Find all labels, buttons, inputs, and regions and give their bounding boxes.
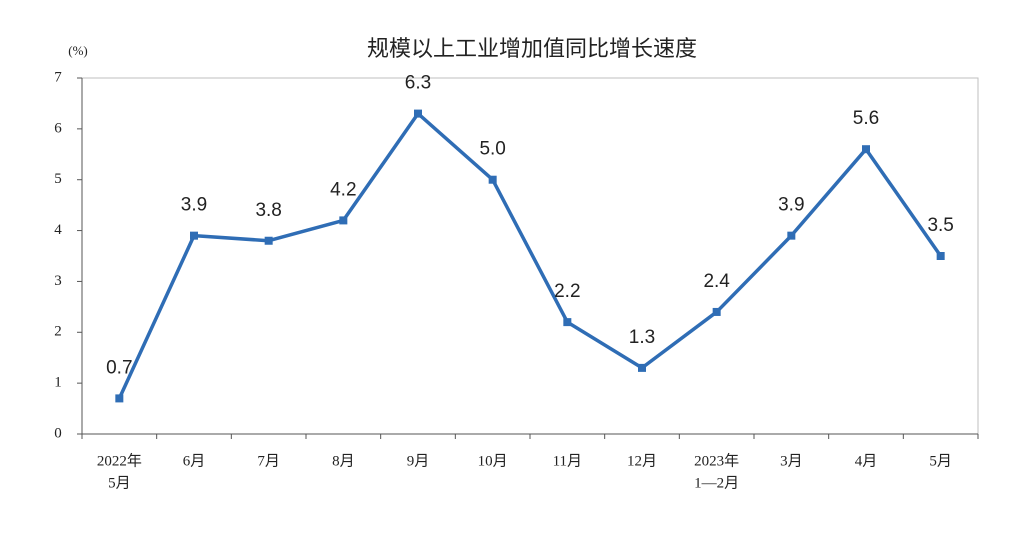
marker	[638, 363, 646, 372]
x-tick-label: 2023年	[694, 452, 739, 469]
value-label: 3.5	[927, 215, 953, 236]
y-tick-label: 7	[54, 69, 62, 85]
marker	[488, 175, 497, 184]
x-tick-label: 1—2月	[694, 475, 739, 491]
marker	[190, 231, 198, 240]
value-label: 2.4	[703, 271, 730, 292]
marker	[264, 236, 273, 245]
y-tick-label: 3	[54, 273, 62, 289]
marker	[339, 216, 348, 225]
y-tick-label: 4	[54, 222, 62, 238]
plot-frame	[81, 77, 979, 435]
marker	[787, 231, 796, 240]
y-tick-label: 2	[54, 324, 62, 340]
y-tick-label: 1	[54, 375, 62, 391]
value-label: 1.3	[629, 327, 655, 348]
value-label: 2.2	[554, 281, 580, 302]
x-tick-label: 11月	[553, 453, 582, 469]
x-tick-label: 10月	[478, 453, 508, 469]
x-tick-label: 12月	[627, 453, 657, 469]
y-tick-label: 6	[54, 120, 62, 136]
x-tick-label: 9月	[407, 453, 430, 469]
y-axis-unit: (%)	[68, 43, 88, 58]
value-label: 5.0	[479, 139, 505, 160]
marker	[115, 394, 124, 403]
x-tick-label: 6月	[183, 453, 206, 469]
marker	[862, 145, 870, 154]
value-label: 3.9	[778, 195, 804, 216]
x-tick-label: 8月	[332, 453, 355, 469]
y-tick-label: 5	[54, 171, 62, 187]
x-tick-label: 3月	[780, 453, 803, 469]
value-label: 6.3	[405, 73, 431, 94]
marker	[936, 252, 945, 260]
value-label: 4.2	[330, 179, 356, 200]
value-label: 3.8	[255, 200, 281, 221]
y-tick-label: 0	[54, 425, 62, 441]
chart-title: 规模以上工业增加值同比增长速度	[367, 37, 697, 62]
x-tick-label: 5月	[108, 475, 131, 491]
x-tick-label: 4月	[855, 453, 878, 469]
value-label: 5.6	[853, 108, 879, 129]
marker	[414, 109, 422, 118]
value-label: 3.9	[181, 195, 207, 216]
marker	[712, 307, 721, 316]
marker	[563, 318, 572, 327]
x-tick-label: 5月	[929, 453, 952, 469]
x-tick-label: 2022年	[97, 452, 142, 469]
x-tick-label: 7月	[257, 453, 280, 469]
value-label: 0.7	[106, 357, 132, 378]
line	[117, 111, 943, 400]
